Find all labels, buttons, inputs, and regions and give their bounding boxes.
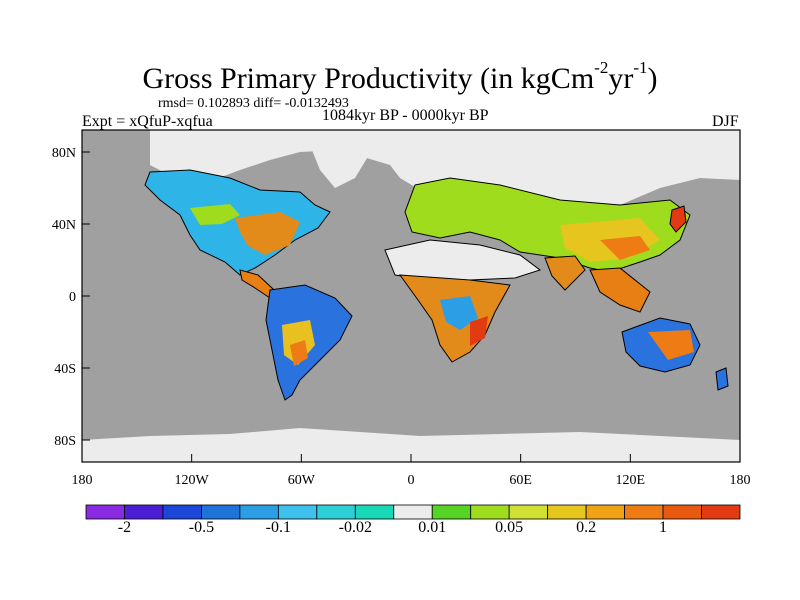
colorbar-swatch [239,504,279,520]
na-warm-region [235,212,300,255]
experiment-label: Expt = xQfuP-xqfua [82,113,213,130]
na-green-region [190,204,240,225]
colorbar-swatch [624,504,664,520]
y-tick-label: 40N [52,218,76,233]
colorbar-label: 0.05 [495,519,524,536]
x-tick-label: 180 [72,473,93,488]
x-tick-label: 120W [175,473,210,488]
y-tick-label: 0 [69,290,76,305]
colorbar-label: -2 [117,519,132,536]
japan [669,205,687,233]
southeast-asia [589,267,651,313]
x-tick-label: 120E [616,473,646,488]
colorbar-swatch [316,504,356,520]
colorbar-swatch [508,504,549,520]
season-label: DJF [712,113,739,130]
colorbar-label: -0.02 [338,519,372,536]
colorbar-label: -0.5 [188,519,215,536]
colorbar-swatch [277,504,318,520]
colorbar-label: 0.2 [576,519,597,536]
eurasia-orange-region [600,236,650,260]
antarctica [82,428,740,462]
colorbar-swatch [701,504,741,520]
new-zealand [715,367,729,391]
colorbar-swatch [354,504,395,520]
colorbar-swatch [431,504,472,520]
axis-ticks: 80N 40N 0 40S 80S 180 120W 60W 0 60E 120E 180 [52,146,751,488]
sa-orange-region [290,340,308,366]
colorbar-swatch [124,504,164,520]
arctic-ice [150,130,740,212]
colorbar-swatch [547,504,587,520]
y-tick-label: 40S [54,362,76,377]
y-tick-label: 80N [52,146,76,161]
colorbar-label: 1 [659,519,668,536]
x-tick-label: 0 [408,473,415,488]
colorbar-swatch [585,504,625,520]
y-tick-label: 80S [54,434,76,449]
x-tick-label: 60E [509,473,532,488]
stats-label: rmsd= 0.102893 diff= -0.0132493 [158,96,349,111]
colorbar-swatch [85,504,125,520]
colorbar-swatch [470,504,510,520]
colorbar-swatch [393,504,433,520]
x-tick-label: 180 [730,473,751,488]
colorbar [85,504,741,520]
greenland [312,135,380,188]
colorbar-label: 0.01 [418,519,447,536]
colorbar-swatch [162,504,202,520]
chart-title: Gross Primary Productivity (in kgCm-2yr-… [142,58,658,95]
africa-blue-region [440,296,478,330]
colorbar-swatch [201,504,241,520]
africa-red-region [470,316,488,346]
colorbar-label: -0.1 [265,519,292,536]
colorbar-swatch [662,504,702,520]
india [544,255,586,291]
x-tick-label: 60W [288,473,316,488]
period-label: 1084kyr BP - 0000kyr BP [322,107,489,124]
australia-warm-region [648,330,694,360]
